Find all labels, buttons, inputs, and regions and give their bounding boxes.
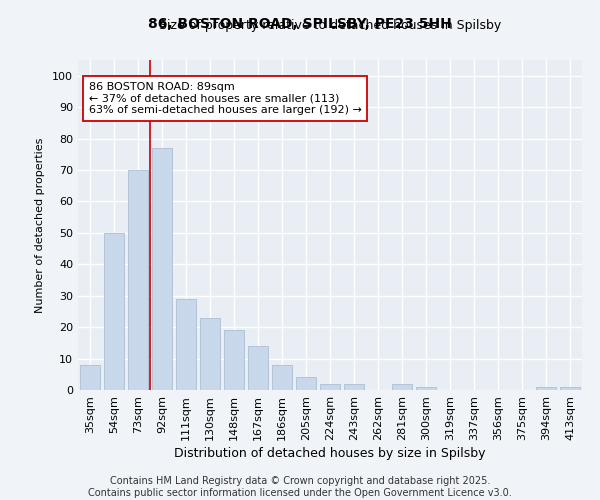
Bar xyxy=(344,384,364,390)
Bar xyxy=(224,330,244,390)
Text: 86 BOSTON ROAD: 89sqm
← 37% of detached houses are smaller (113)
63% of semi-det: 86 BOSTON ROAD: 89sqm ← 37% of detached … xyxy=(89,82,362,115)
Bar xyxy=(152,148,172,390)
Text: Contains HM Land Registry data © Crown copyright and database right 2025.
Contai: Contains HM Land Registry data © Crown c… xyxy=(88,476,512,498)
Bar xyxy=(320,384,340,390)
Bar xyxy=(80,365,100,390)
Bar xyxy=(176,299,196,390)
Bar xyxy=(536,387,556,390)
Bar xyxy=(296,378,316,390)
X-axis label: Distribution of detached houses by size in Spilsby: Distribution of detached houses by size … xyxy=(174,447,486,460)
Bar xyxy=(392,384,412,390)
Bar xyxy=(200,318,220,390)
Bar xyxy=(128,170,148,390)
Text: 86, BOSTON ROAD, SPILSBY, PE23 5HH: 86, BOSTON ROAD, SPILSBY, PE23 5HH xyxy=(148,18,452,32)
Bar xyxy=(560,387,580,390)
Bar xyxy=(416,387,436,390)
Y-axis label: Number of detached properties: Number of detached properties xyxy=(35,138,45,312)
Bar xyxy=(248,346,268,390)
Title: Size of property relative to detached houses in Spilsby: Size of property relative to detached ho… xyxy=(159,20,501,32)
Bar xyxy=(104,233,124,390)
Bar xyxy=(272,365,292,390)
